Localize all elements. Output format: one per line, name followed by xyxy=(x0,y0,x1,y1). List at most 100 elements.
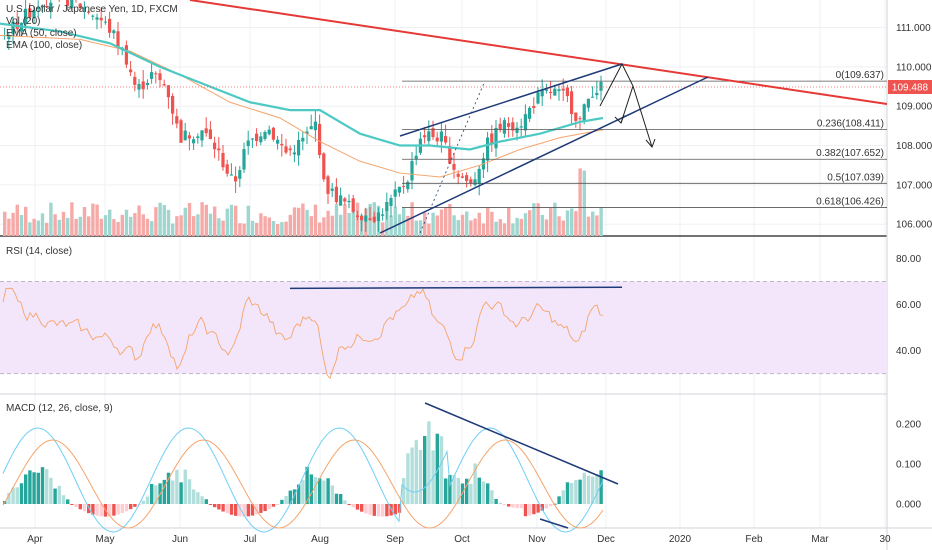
volume-bar xyxy=(70,202,74,236)
macd-hist-bar xyxy=(364,504,368,514)
volume-bar xyxy=(519,218,523,236)
macd-hist-bar xyxy=(368,504,372,515)
candle-body xyxy=(465,175,469,182)
macd-hist-bar xyxy=(120,504,124,514)
macd-hist-bar xyxy=(301,480,305,504)
candle-body xyxy=(393,189,397,197)
macd-hist-bar xyxy=(557,496,561,504)
macd-hist-bar xyxy=(171,480,175,504)
macd-hist-bar xyxy=(511,504,515,508)
macd-hist-bar xyxy=(192,489,196,504)
candle-body xyxy=(536,92,540,104)
last-price-label: 109.488 xyxy=(892,83,929,94)
candle-body xyxy=(187,135,191,139)
candle-body xyxy=(171,96,175,114)
macd-pane[interactable] xyxy=(2,402,619,533)
macd-hist-bar xyxy=(418,450,423,504)
candle-body xyxy=(217,148,221,151)
volume-bar xyxy=(494,221,498,236)
volume-bar xyxy=(259,213,263,236)
candle-body xyxy=(99,17,103,21)
candle-body xyxy=(313,121,317,131)
volume-bar xyxy=(536,203,540,236)
volume-bar xyxy=(276,223,280,236)
candle-body xyxy=(162,84,166,86)
candle-body xyxy=(389,198,393,206)
macd-hist-bar xyxy=(540,504,544,511)
macd-hist-bar xyxy=(70,504,74,505)
macd-trendline-low xyxy=(539,518,569,529)
volume-bar xyxy=(481,223,486,236)
macd-hist-bar xyxy=(465,478,469,504)
macd-hist-bar xyxy=(292,489,297,504)
volume-bar xyxy=(15,204,19,236)
volume-bar xyxy=(234,205,238,236)
volume-bar xyxy=(74,218,78,236)
macd-hist-bar xyxy=(532,504,536,515)
macd-hist-bar xyxy=(549,504,553,507)
macd-hist-bar xyxy=(108,504,112,517)
volume-bar xyxy=(532,203,536,236)
macd-hist-bar xyxy=(553,503,557,505)
macd-hist-bar xyxy=(536,504,540,513)
time-tick: Aug xyxy=(311,534,329,545)
macd-hist-bar xyxy=(150,483,154,504)
candle-body xyxy=(565,87,569,97)
volume-bar xyxy=(238,223,242,236)
price-pane[interactable]: 0(109.637) 0.236(108.411) 0.382(107.652) 0.… xyxy=(0,0,932,236)
candle-body xyxy=(330,188,334,191)
candle-body xyxy=(574,112,578,121)
volume-bar xyxy=(171,223,175,236)
macd-hist-bar xyxy=(595,474,599,504)
volume-bar xyxy=(301,203,305,236)
candle-body xyxy=(326,176,330,194)
volume-bar xyxy=(288,214,292,236)
candle-body xyxy=(528,107,532,119)
candle-body xyxy=(154,73,158,75)
volume-bar xyxy=(313,204,318,236)
macd-hist-bar xyxy=(452,475,456,504)
volume-bar xyxy=(586,216,591,236)
macd-hist-bar xyxy=(456,477,460,504)
macd-hist-bar xyxy=(162,479,166,504)
candle-body xyxy=(347,200,351,203)
candle-body xyxy=(175,116,179,124)
candle-body xyxy=(271,127,275,140)
rsi-title: RSI (14, close) xyxy=(6,246,73,257)
volume-bar xyxy=(204,204,208,236)
volume-bar xyxy=(166,209,171,236)
volume-bar xyxy=(414,220,418,236)
volume-bar xyxy=(36,220,40,236)
volume-bar xyxy=(95,204,99,236)
volume-bar xyxy=(284,221,288,236)
candle-body xyxy=(28,8,32,18)
volume-bar xyxy=(103,215,108,236)
candle-body xyxy=(145,82,149,86)
volume-bar xyxy=(322,217,326,236)
macd-hist-bar xyxy=(129,504,133,510)
candle-body xyxy=(150,72,154,79)
candle-body xyxy=(11,21,15,34)
volume-bar xyxy=(595,215,599,236)
macd-hist-bar xyxy=(200,496,204,504)
volume-bar xyxy=(217,218,221,236)
macd-hist-bar xyxy=(313,477,318,504)
macd-hist-bar xyxy=(40,467,45,504)
macd-hist-bar xyxy=(7,492,11,504)
rsi-pane[interactable] xyxy=(0,280,887,380)
volume-bar xyxy=(183,207,187,236)
macd-hist-bar xyxy=(343,500,347,504)
macd-hist-bar xyxy=(11,487,15,504)
macd-hist-bar xyxy=(507,504,511,507)
macd-hist-bar xyxy=(36,472,40,504)
candle-body xyxy=(515,127,519,133)
macd-hist-bar xyxy=(15,487,19,504)
macd-hist-bar xyxy=(309,474,313,504)
volume-bar xyxy=(515,217,519,236)
volume-bar xyxy=(330,215,334,236)
volume-bar xyxy=(40,213,45,236)
volume-bar xyxy=(280,222,284,236)
candle-body xyxy=(557,89,561,92)
candle-body xyxy=(582,104,586,122)
